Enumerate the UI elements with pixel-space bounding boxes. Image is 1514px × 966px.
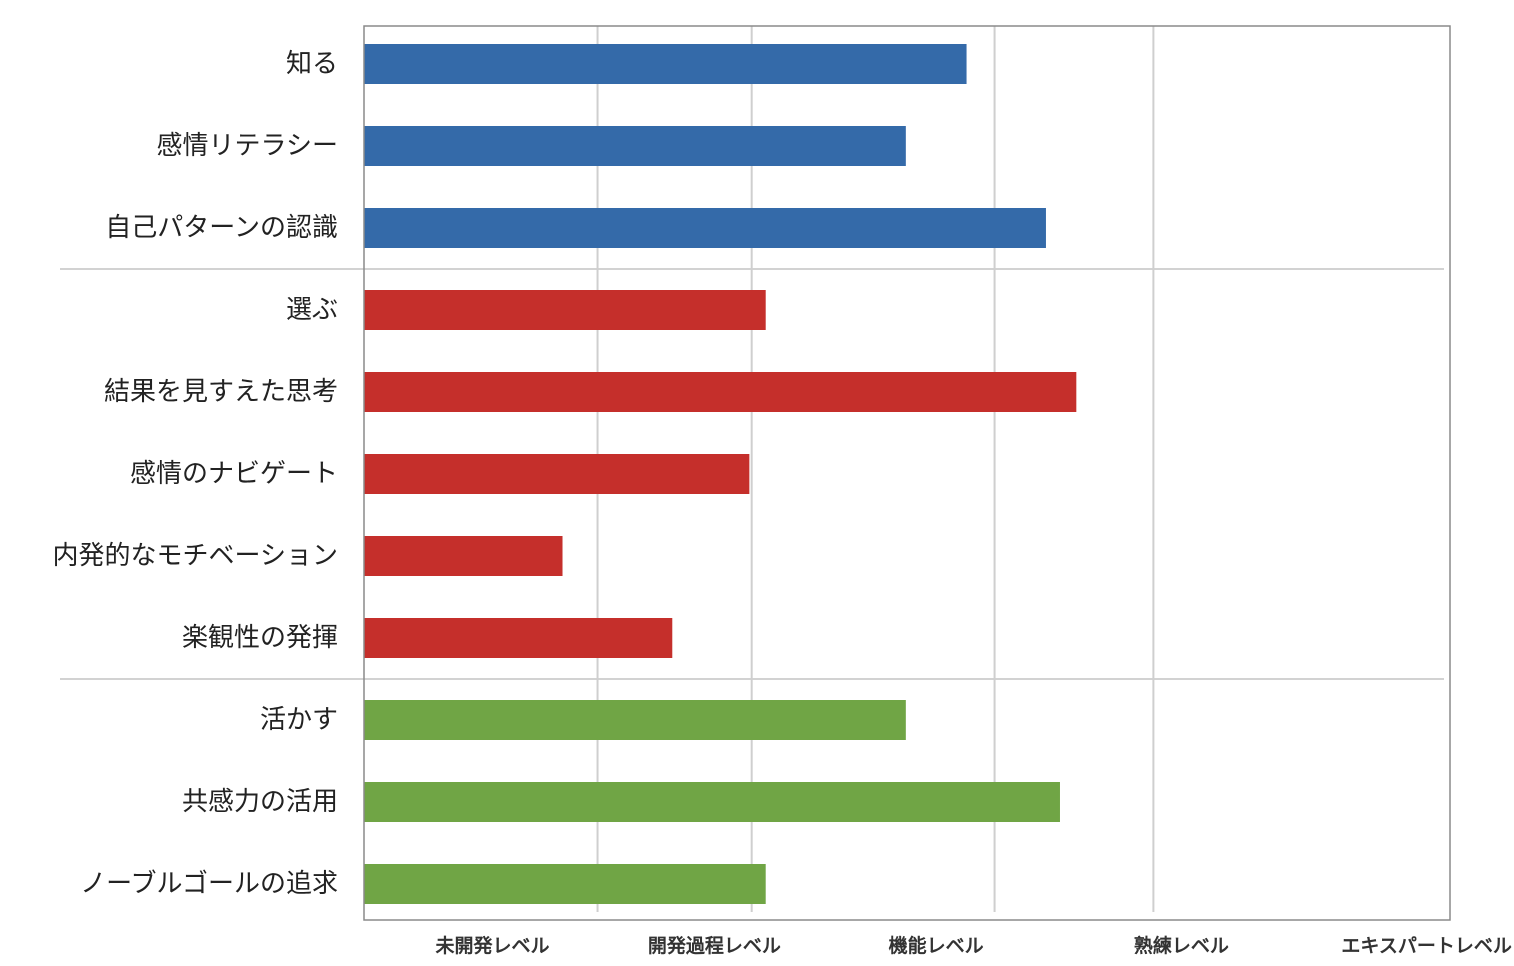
category-label: 結果を見すえた思考 bbox=[104, 377, 338, 407]
bar-1-4 bbox=[364, 618, 673, 658]
category-label: 知る bbox=[286, 49, 338, 79]
category-labels: 知る感情リテラシー自己パターンの認識選ぶ結果を見すえた思考感情のナビゲート内発的… bbox=[53, 49, 338, 899]
bar-2-2 bbox=[364, 864, 766, 904]
category-label: 感情リテラシー bbox=[157, 131, 338, 161]
bar-0-2 bbox=[364, 208, 1046, 248]
plot-frame bbox=[363, 25, 1451, 921]
category-label: ノーブルゴールの追求 bbox=[80, 869, 338, 899]
bar-2-1 bbox=[364, 782, 1060, 822]
bar-0-0 bbox=[364, 44, 967, 84]
x-tick-label: 開発過程レベル bbox=[648, 934, 781, 957]
x-tick-label: 未開発レベル bbox=[434, 934, 549, 957]
bar-1-3 bbox=[364, 536, 563, 576]
x-tick-labels: 未開発レベル 開発過程レベル 機能レベル 熟練レベル エキスパートレベル bbox=[434, 934, 1511, 957]
category-label: 楽観性の発揮 bbox=[182, 623, 338, 653]
bar-2-0 bbox=[364, 700, 906, 740]
x-tick-label: エキスパートレベル bbox=[1341, 935, 1511, 957]
x-tick-label: 熟練レベル bbox=[1134, 934, 1229, 957]
bar-1-2 bbox=[364, 454, 750, 494]
category-label: 選ぶ bbox=[286, 295, 338, 325]
category-label: 活かす bbox=[260, 705, 338, 735]
category-label: 内発的なモチベーション bbox=[53, 541, 338, 571]
category-label: 自己パターンの認識 bbox=[105, 213, 338, 243]
category-label: 共感力の活用 bbox=[182, 787, 338, 817]
x-tick-label: 機能レベル bbox=[889, 934, 984, 957]
category-label: 感情のナビゲート bbox=[130, 459, 338, 489]
bar-1-1 bbox=[364, 372, 1077, 412]
bars bbox=[364, 44, 1077, 904]
bar-0-1 bbox=[364, 126, 906, 166]
bar-1-0 bbox=[364, 290, 766, 330]
